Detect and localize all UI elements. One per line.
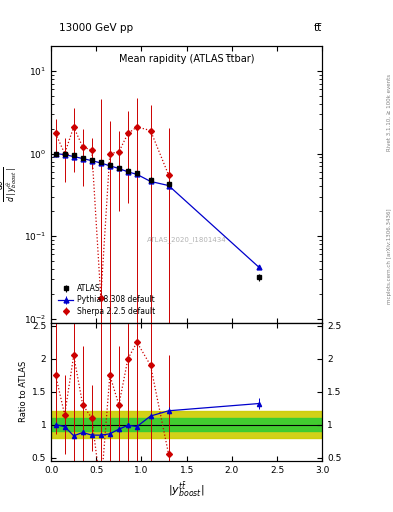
Legend: ATLAS, Pythia 8.308 default, Sherpa 2.2.5 default: ATLAS, Pythia 8.308 default, Sherpa 2.2.… bbox=[55, 281, 158, 319]
Y-axis label: $\frac{d\sigma}{d\,|\,y^{t\bar{t}}_{boost}\,|}$: $\frac{d\sigma}{d\,|\,y^{t\bar{t}}_{boos… bbox=[0, 166, 20, 202]
Text: 13000 GeV pp: 13000 GeV pp bbox=[59, 23, 133, 33]
Text: tt̅: tt̅ bbox=[314, 23, 322, 33]
Text: Rivet 3.1.10, ≥ 100k events: Rivet 3.1.10, ≥ 100k events bbox=[387, 74, 391, 151]
Text: ATLAS_2020_I1801434: ATLAS_2020_I1801434 bbox=[147, 236, 226, 243]
Y-axis label: Ratio to ATLAS: Ratio to ATLAS bbox=[19, 361, 28, 422]
Text: mcplots.cern.ch [arXiv:1306.3436]: mcplots.cern.ch [arXiv:1306.3436] bbox=[387, 208, 391, 304]
Text: Mean rapidity (ATLAS t̅tbar): Mean rapidity (ATLAS t̅tbar) bbox=[119, 54, 254, 65]
X-axis label: $|y^{t\bar{t}}_{boost}|$: $|y^{t\bar{t}}_{boost}|$ bbox=[169, 480, 205, 499]
